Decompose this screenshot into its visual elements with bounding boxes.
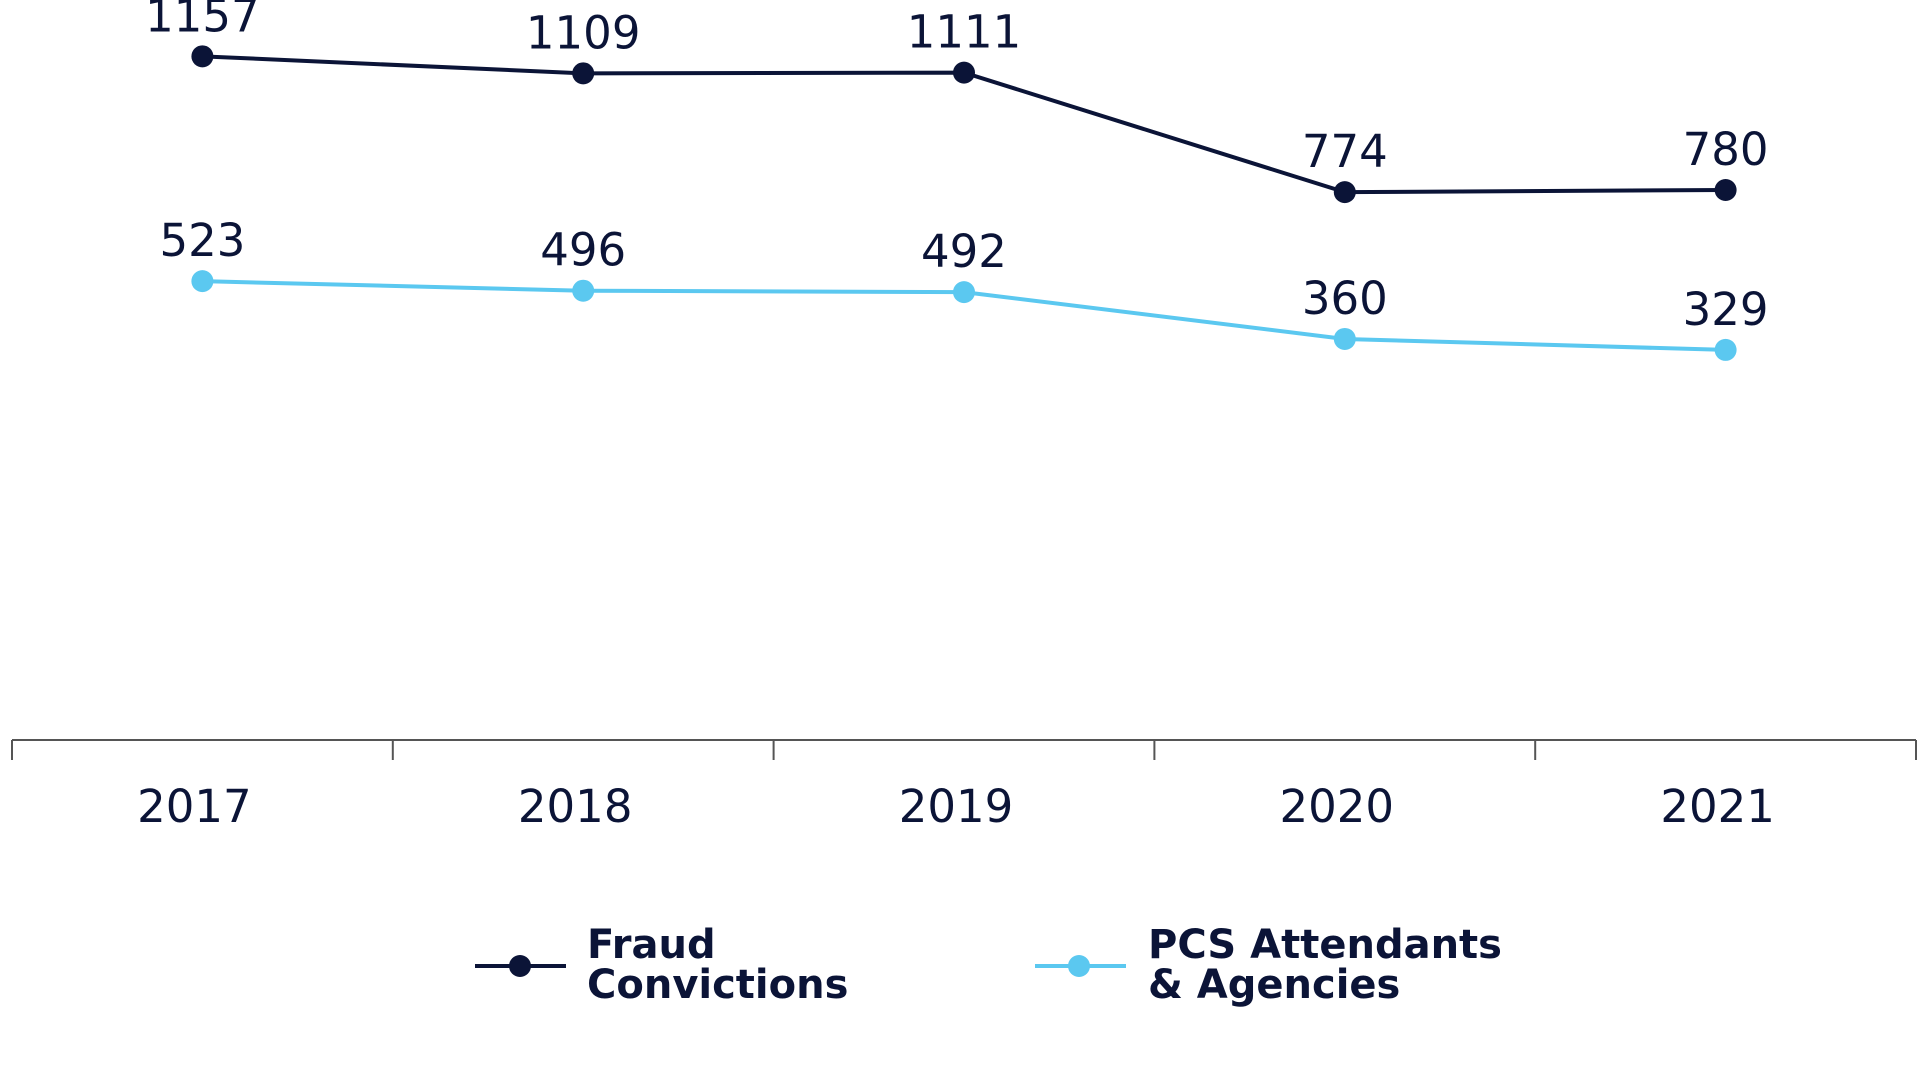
x-axis: 2017 2018 2019 2020 2021	[11, 739, 1917, 833]
x-tick-label: 2017	[137, 780, 252, 833]
data-point	[191, 270, 214, 293]
data-point	[1714, 179, 1737, 202]
legend-label: & Agencies	[1148, 962, 1400, 1008]
legend-label: PCS Attendants	[1148, 922, 1502, 968]
data-label: 492	[921, 225, 1007, 278]
data-label: 360	[1302, 272, 1388, 325]
data-point	[953, 61, 975, 84]
data-label: 523	[159, 214, 245, 267]
series-0: 1157 1109 1111 774 780	[145, 0, 1769, 204]
x-tick-label: 2021	[1660, 780, 1775, 833]
data-label: 329	[1683, 283, 1769, 336]
data-label: 780	[1683, 123, 1769, 176]
data-point	[572, 279, 595, 302]
data-label: 1109	[526, 6, 641, 59]
data-point	[191, 45, 214, 68]
legend-label: Convictions	[587, 962, 848, 1008]
series-layer: 1157 1109 1111 774 780 523 496 492 360 329	[145, 0, 1769, 361]
data-label: 774	[1302, 125, 1388, 178]
data-label: 1157	[145, 0, 260, 42]
x-tick-label: 2018	[518, 780, 633, 833]
data-point	[1333, 181, 1356, 204]
data-point	[572, 62, 595, 85]
x-tick-label: 2019	[899, 780, 1014, 833]
legend-marker	[509, 955, 531, 977]
data-label: 496	[540, 224, 626, 277]
legend-label: Fraud	[587, 922, 716, 968]
x-tick-label: 2020	[1280, 780, 1395, 833]
data-label: 1111	[907, 6, 1022, 59]
data-point	[953, 281, 975, 304]
series-1: 523 496 492 360 329	[159, 214, 1769, 361]
data-point	[1714, 338, 1737, 361]
legend-marker	[1068, 955, 1090, 977]
data-point	[1333, 327, 1356, 350]
legend-item-1: PCS Attendants& Agencies	[1035, 922, 1502, 1008]
